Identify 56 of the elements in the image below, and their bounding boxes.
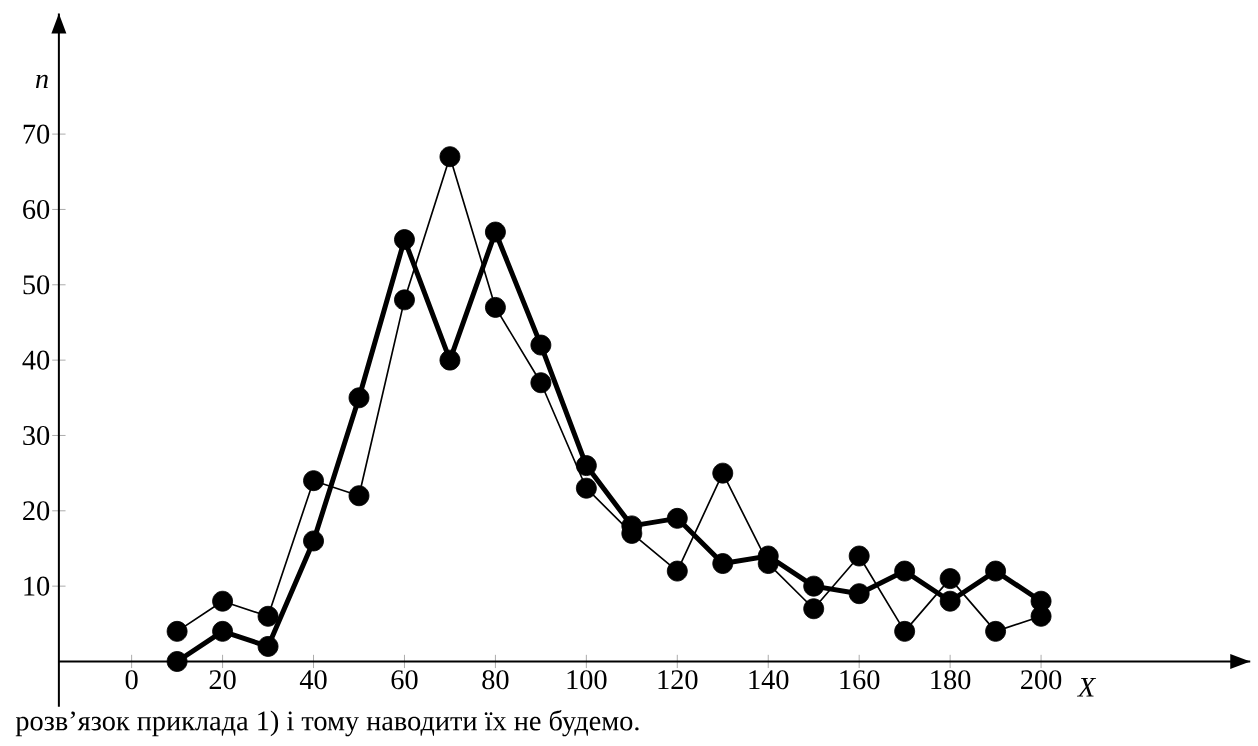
text: розв’язок приклада 1) і тому наводити їх не будемо. [15, 709, 639, 737]
y-tick-label: 50 [23, 274, 50, 295]
point [257, 605, 279, 627]
point [303, 530, 324, 552]
y-tick-label: 10 [24, 576, 50, 596]
x-tick-label: 60 [391, 669, 418, 690]
point [575, 454, 597, 476]
point [894, 560, 916, 582]
point [484, 221, 506, 243]
point [803, 575, 825, 597]
x-tick-label: 180 [931, 669, 971, 690]
point [803, 598, 825, 619]
point [985, 620, 1007, 642]
point [212, 590, 233, 612]
point [348, 387, 370, 408]
point [348, 485, 370, 506]
y-tick-label: 30 [23, 425, 50, 445]
point [303, 470, 324, 491]
point [212, 620, 233, 642]
x-tick-label: 20 [209, 669, 236, 690]
x-tick-label: 140 [749, 669, 789, 690]
point [985, 560, 1007, 582]
point [848, 545, 870, 567]
point [894, 620, 916, 642]
point [666, 507, 688, 529]
point [394, 228, 415, 250]
point [712, 552, 734, 574]
y-axis-title: n [35, 74, 48, 88]
y-tick-label: 40 [22, 350, 50, 370]
point [394, 289, 415, 311]
point [575, 477, 597, 499]
point [166, 620, 188, 642]
point [439, 349, 461, 371]
point [166, 650, 188, 672]
point [848, 583, 870, 604]
point [257, 635, 279, 657]
y-tick-label: 70 [23, 124, 50, 144]
point [484, 296, 506, 318]
point [939, 590, 961, 612]
x-tick-label: 40 [299, 669, 327, 690]
y-tick-label: 60 [23, 199, 50, 219]
x-tick-label: 120 [658, 669, 698, 690]
x-tick-label: 160 [840, 669, 880, 690]
point [530, 334, 552, 356]
y-tick-label: 20 [23, 501, 50, 521]
point [712, 462, 734, 484]
x-tick-label: 0 [125, 669, 138, 690]
point [939, 567, 961, 589]
x-tick-label: 80 [482, 669, 509, 690]
point [439, 146, 461, 167]
x-axis-title: X [1076, 677, 1097, 697]
x-tick-label: 200 [1021, 669, 1062, 690]
point [666, 560, 688, 582]
point [530, 372, 552, 393]
x-tick-label: 100 [567, 669, 607, 690]
point [1030, 590, 1052, 612]
